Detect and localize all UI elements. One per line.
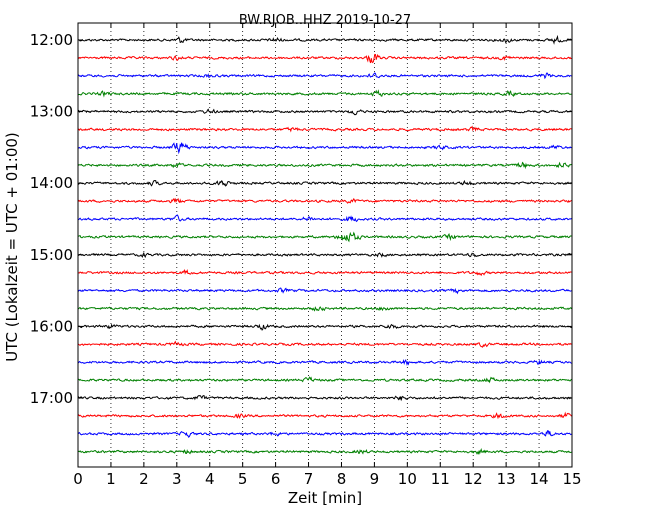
seismic-trace-1415 (77, 197, 572, 204)
seismic-trace-1730 (77, 430, 572, 438)
seismic-trace-1515 (77, 268, 572, 277)
seismic-trace-1445 (77, 231, 572, 243)
x-tick-label: 14 (530, 470, 549, 488)
x-tick-label: 2 (139, 470, 149, 488)
seismic-trace-1500 (77, 251, 572, 259)
seismic-trace-1315 (77, 125, 572, 133)
x-tick-label: 15 (562, 470, 581, 488)
x-tick-label: 9 (370, 470, 380, 488)
seismic-trace-1430 (77, 214, 572, 223)
y-tick-label: 14:00 (30, 174, 73, 192)
x-tick-label: 11 (431, 470, 450, 488)
y-axis-label: UTC (Lokalzeit = UTC + 01:00) (3, 132, 21, 362)
seismic-trace-1545 (77, 306, 572, 312)
x-tick-label: 0 (73, 470, 83, 488)
seismic-trace-1245 (77, 89, 572, 98)
y-tick-label: 13:00 (30, 103, 73, 121)
seismic-trace-1330 (77, 142, 572, 155)
seismic-trace-1400 (77, 179, 572, 187)
seismic-trace-1230 (77, 72, 572, 80)
seismic-trace-1300 (77, 108, 572, 116)
y-tick-label: 15:00 (30, 246, 73, 264)
y-tick-label: 12:00 (30, 31, 73, 49)
seismic-trace-1600 (77, 323, 572, 331)
seismic-trace-1745 (77, 448, 572, 455)
x-tick-label: 6 (271, 470, 281, 488)
seismic-trace-1645 (77, 376, 572, 384)
seismic-trace-1630 (77, 358, 572, 366)
seismic-trace-1215 (77, 53, 572, 64)
x-tick-label: 7 (304, 470, 314, 488)
plot-frame (77, 22, 573, 468)
x-tick-label: 10 (398, 470, 417, 488)
traces-layer (77, 34, 572, 455)
x-axis-label: Zeit [min] (288, 489, 362, 507)
seismic-trace-1200 (77, 34, 572, 45)
seismic-trace-1715 (77, 411, 572, 420)
seismic-trace-1345 (77, 161, 572, 170)
seismic-trace-1615 (77, 340, 572, 348)
seismic-trace-1700 (77, 394, 572, 402)
x-tick-label: 4 (205, 470, 215, 488)
x-tick-label: 3 (172, 470, 182, 488)
seismic-trace-1530 (77, 287, 572, 295)
x-tick-label: 12 (464, 470, 483, 488)
x-tick-label: 1 (106, 470, 116, 488)
chart-title: BW.RJOB..HHZ 2019-10-27 (239, 13, 411, 28)
ticks-layer: 0 1 2 3 4 5 6 7 8 9 10 11 12 13 14 1512:0013:0014:0015:… (30, 23, 582, 488)
x-tick-label: 5 (238, 470, 248, 488)
x-tick-label: 13 (497, 470, 516, 488)
y-tick-label: 17:00 (30, 389, 73, 407)
y-tick-label: 16:00 (30, 317, 73, 335)
x-tick-label: 8 (337, 470, 347, 488)
